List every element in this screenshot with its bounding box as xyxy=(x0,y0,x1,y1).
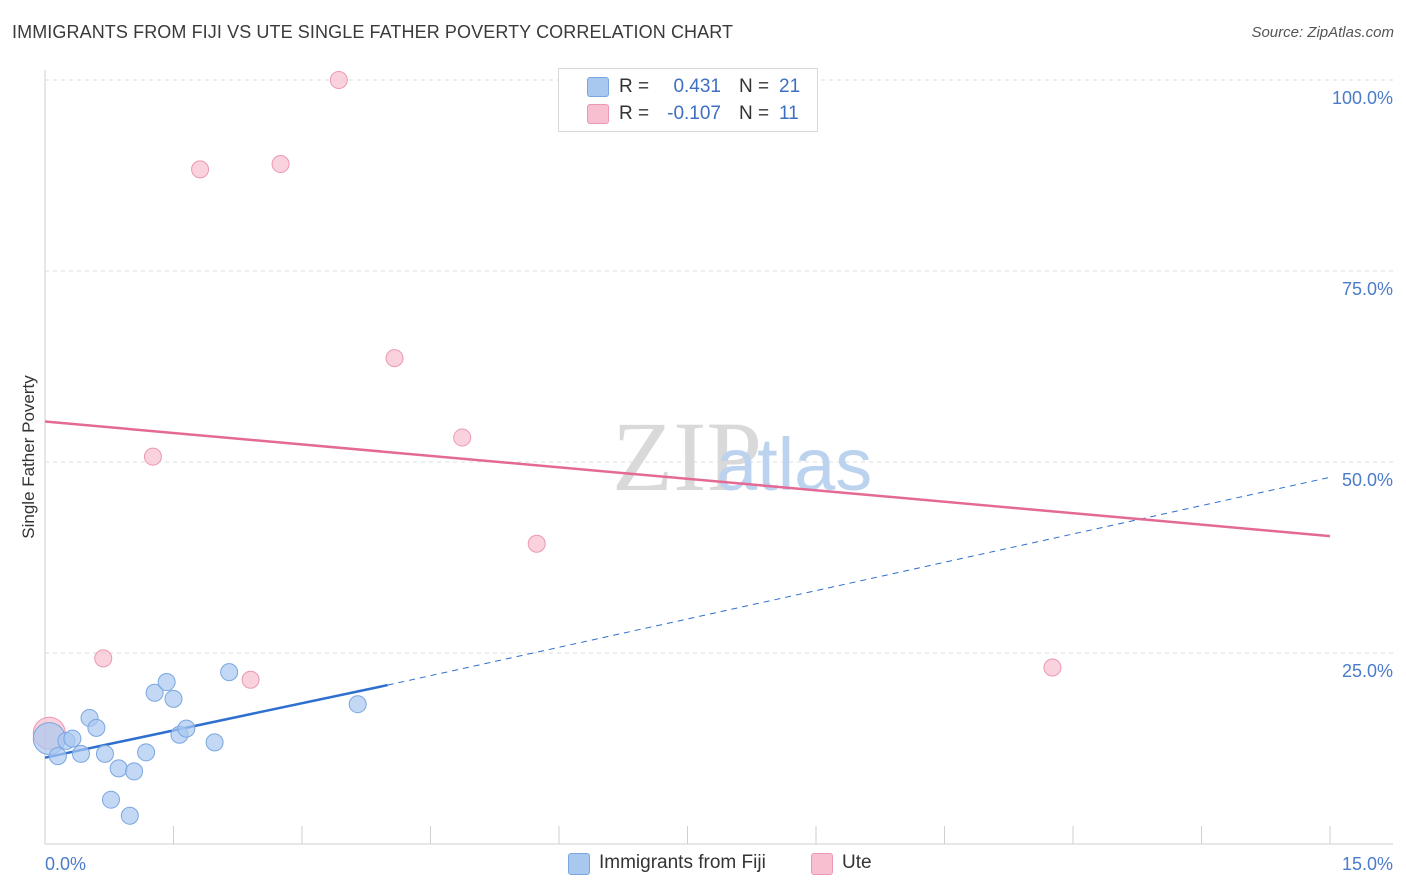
x-tick-label-max: 15.0% xyxy=(1342,854,1393,874)
legend-row-ute: R = -0.107 N = 11 xyxy=(619,102,799,126)
fiji-point xyxy=(137,743,156,762)
ute-point xyxy=(241,670,260,689)
fiji-point xyxy=(205,733,224,752)
ute-point xyxy=(191,160,210,179)
legend-n-label: N = xyxy=(739,103,770,124)
ute-point xyxy=(143,447,162,466)
ute-point xyxy=(329,71,348,89)
fiji-point xyxy=(348,695,367,714)
legend-n-value: 21 xyxy=(779,76,801,97)
source-label: Source: ZipAtlas.com xyxy=(1251,24,1394,41)
ute-point xyxy=(527,534,546,553)
legend-n-value: 11 xyxy=(779,103,799,124)
legend-r-label: R = xyxy=(619,76,650,97)
fiji-point xyxy=(63,729,82,748)
fiji-trend-extension xyxy=(387,476,1331,686)
gridlines xyxy=(45,79,1393,654)
data-points xyxy=(32,71,1062,825)
ute-point xyxy=(385,349,404,368)
fiji-point xyxy=(95,744,114,763)
ute-point xyxy=(453,428,472,447)
chart-title: IMMIGRANTS FROM FIJI VS UTE SINGLE FATHE… xyxy=(12,22,734,42)
bottom-legend-swatch-fiji xyxy=(568,853,590,875)
ute-point xyxy=(271,155,290,174)
legend-row-fiji: R = 0.431 N = 21 xyxy=(619,75,800,99)
legend-r-value: 0.431 xyxy=(673,76,721,97)
fiji-point xyxy=(109,759,128,778)
fiji-point xyxy=(164,689,183,708)
ute-trend-line xyxy=(44,420,1331,538)
stats-legend: R = 0.431 N = 21 R = -0.107 N = 11 xyxy=(558,68,818,132)
legend-r-label: R = xyxy=(619,103,650,124)
y-tick-label: 100.0% xyxy=(1332,88,1393,108)
legend-swatch-ute xyxy=(587,104,609,124)
fiji-point xyxy=(87,718,106,737)
watermark-zip: ZIP xyxy=(612,401,762,512)
fiji-point xyxy=(48,747,67,766)
x-ticks xyxy=(173,826,1331,844)
fiji-point xyxy=(71,744,90,763)
y-tick-label: 75.0% xyxy=(1342,279,1393,299)
fiji-point xyxy=(101,790,120,809)
fiji-point xyxy=(145,683,164,702)
fiji-point xyxy=(177,719,196,738)
fiji-point xyxy=(220,663,239,682)
bottom-legend-ute: Ute xyxy=(842,852,872,873)
ute-point xyxy=(94,649,113,668)
legend-swatch-fiji xyxy=(587,77,609,97)
fiji-point xyxy=(120,806,139,825)
bottom-legend-swatch-ute xyxy=(811,853,833,875)
y-axis-label: Single Father Poverty xyxy=(19,375,38,539)
x-tick-label-min: 0.0% xyxy=(45,854,86,874)
y-tick-label: 25.0% xyxy=(1342,661,1393,681)
y-tick-label: 50.0% xyxy=(1342,470,1393,490)
ute-point xyxy=(1043,658,1062,677)
fiji-point xyxy=(157,673,176,692)
legend-n-label: N = xyxy=(739,76,770,97)
legend-r-value: -0.107 xyxy=(667,103,721,124)
bottom-legend-fiji: Immigrants from Fiji xyxy=(599,852,766,873)
y-tick-labels: 25.0% 50.0% 75.0% 100.0% xyxy=(1332,88,1393,681)
fiji-point xyxy=(125,762,144,781)
